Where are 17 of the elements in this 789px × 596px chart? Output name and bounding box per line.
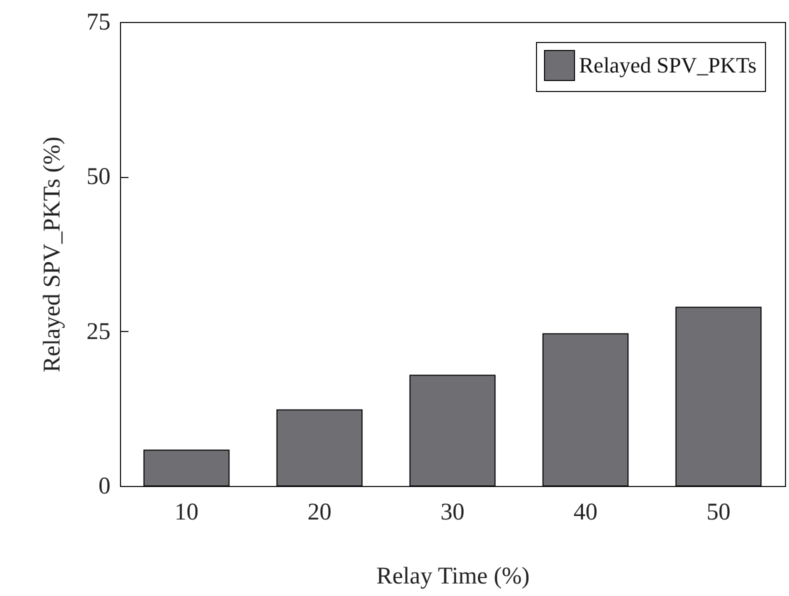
bar xyxy=(276,409,363,486)
y-axis-title: Relayed SPV_PKTs (%) xyxy=(40,136,66,372)
x-tick-label: 40 xyxy=(574,500,598,526)
bar xyxy=(675,306,762,486)
x-tick-label: 20 xyxy=(308,500,332,526)
bar xyxy=(409,374,496,486)
x-tick-label: 50 xyxy=(706,500,730,526)
x-axis-title: Relay Time (%) xyxy=(376,564,530,590)
bar xyxy=(542,333,629,486)
y-tick-label: 25 xyxy=(86,318,110,345)
x-tick-label: 30 xyxy=(440,500,464,526)
x-tick-label: 10 xyxy=(174,500,198,526)
y-tick-label: 0 xyxy=(98,474,110,500)
legend-label: Relayed SPV_PKTs xyxy=(579,52,757,78)
bar xyxy=(143,450,230,486)
y-tick-label: 75 xyxy=(86,10,110,36)
y-tick-label: 50 xyxy=(86,164,110,190)
